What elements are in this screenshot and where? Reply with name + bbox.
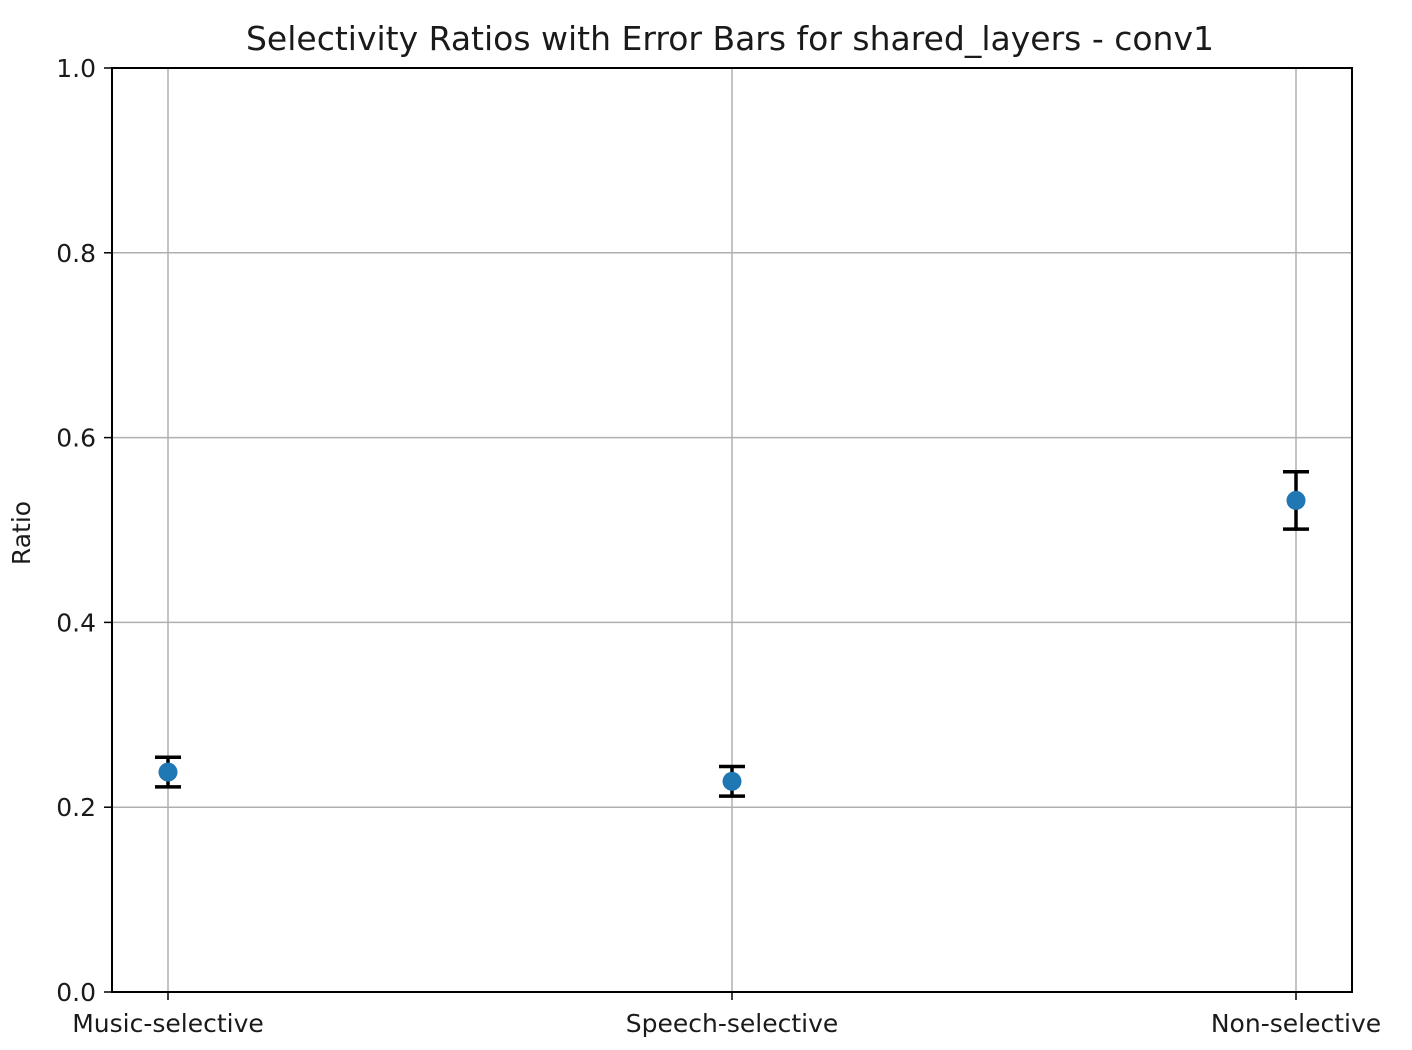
data-point [158, 762, 178, 782]
y-tick-label: 0.8 [56, 239, 96, 268]
y-tick-label: 0.2 [56, 793, 96, 822]
y-tick-label: 0.4 [56, 608, 96, 637]
x-tick-label: Music-selective [72, 1009, 264, 1038]
y-tick-label: 0.0 [56, 978, 96, 1007]
data-point [1286, 490, 1306, 510]
chart-title: Selectivity Ratios with Error Bars for s… [246, 19, 1214, 58]
data-point [722, 771, 742, 791]
data-points [158, 490, 1306, 791]
y-tick-label: 1.0 [56, 54, 96, 83]
x-tick-label: Speech-selective [626, 1009, 839, 1038]
y-tick-label: 0.6 [56, 424, 96, 453]
x-tick-label: Non-selective [1211, 1009, 1381, 1038]
y-axis-label: Ratio [7, 501, 36, 565]
axis-ticks: 0.0 0.2 0.4 0.6 0.8 1.0 Music-selective Speech-… [56, 54, 1381, 1038]
